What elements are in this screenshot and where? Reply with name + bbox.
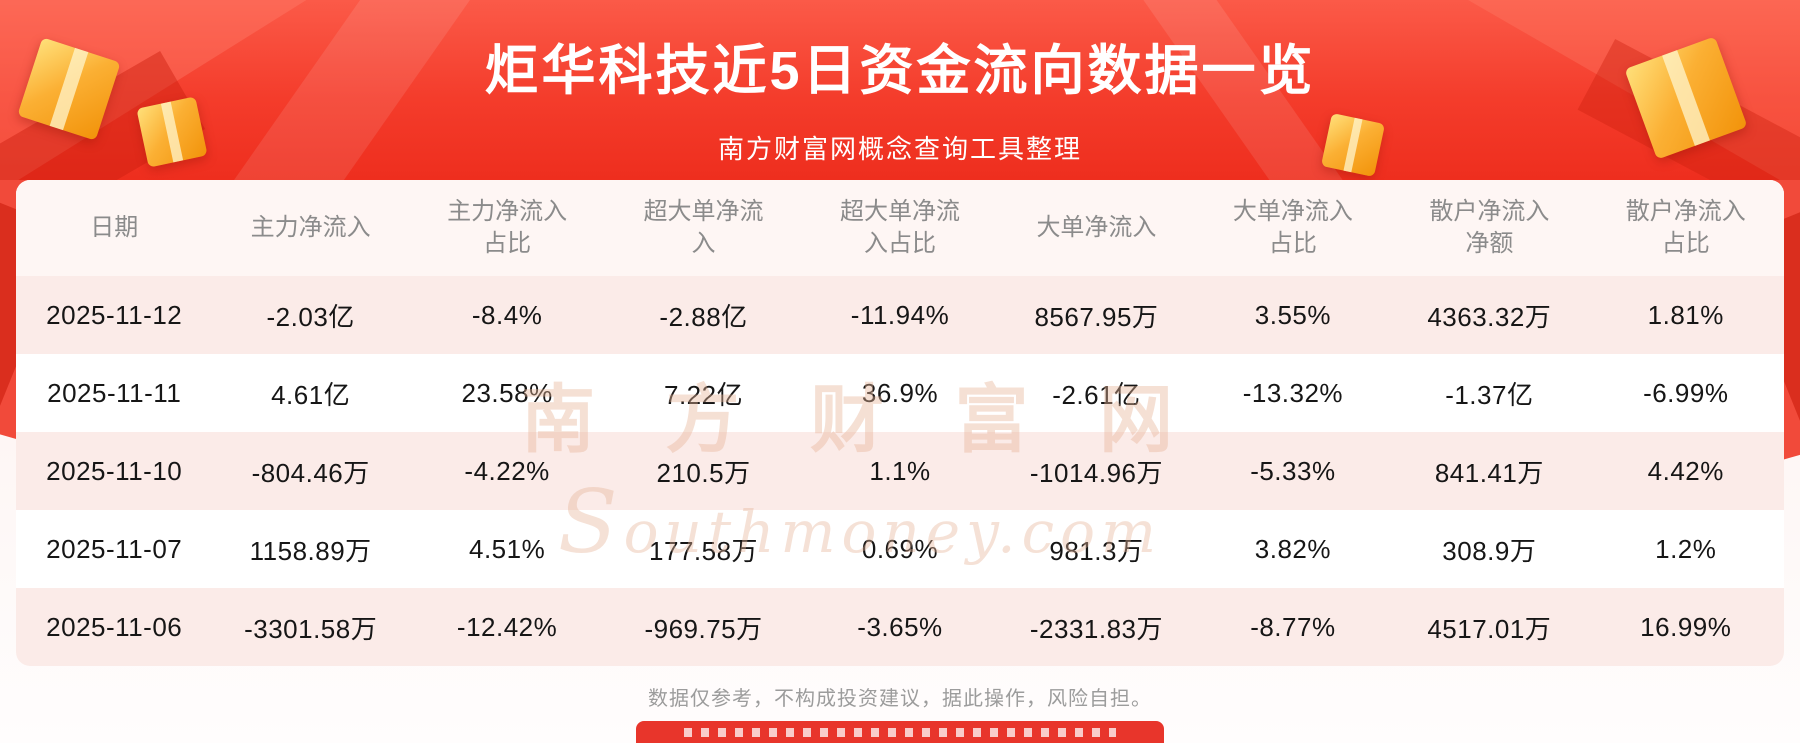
page-title: 炬华科技近5日资金流向数据一览 [484,41,1316,101]
table-cell: -2.61亿 [1052,379,1141,410]
table-cell: 981.3万 [1049,535,1144,566]
table-cell: 308.9万 [1442,535,1537,566]
table-header-row: 日期 主力净流入 主力净流入 占比 超大单净流 入 超大单净流 入占比 大单净流… [16,180,1784,276]
table-cell: 210.5万 [656,457,751,488]
table-row: 2025-11-12 -2.03亿 -8.4% -2.88亿 -11.94% 8… [16,276,1784,354]
header-banner: 炬华科技近5日资金流向数据一览 南方财富网概念查询工具整理 [0,0,1800,180]
table-cell: 2025-11-10 [46,455,183,486]
table-cell: 1.81% [1647,299,1724,330]
table-cell: 4.42% [1647,455,1724,486]
table-cell: 841.41万 [1434,457,1544,488]
table-cell: 3.55% [1254,299,1331,330]
table-cell: -1.37亿 [1445,379,1534,410]
table-cell: -2.03亿 [266,301,355,332]
column-header-large-order-ratio: 大单净流入 占比 [1232,197,1353,257]
table-cell: 2025-11-12 [46,299,183,330]
table-cell: 4517.01万 [1427,613,1552,644]
table-cell: 4.51% [468,533,546,564]
table-cell: -2.88亿 [659,301,748,332]
footer: 数据仅参考，不构成投资建议，据此操作，风险自担。 [0,682,1800,711]
table-cell: 177.58万 [649,535,759,566]
table-cell: -11.94% [850,299,950,330]
table-row: 2025-11-07 1158.89万 4.51% 177.58万 0.69% … [16,510,1784,588]
table-cell: 4.61亿 [271,379,351,410]
bottom-banner-decoration [636,721,1164,743]
table-cell: -5.33% [1250,455,1336,486]
table-cell: -8.77% [1250,611,1336,642]
table-cell: -804.46万 [251,457,370,488]
table-cell: -969.75万 [644,613,763,644]
table-cell: 2025-11-11 [47,377,182,408]
table-cell: 2025-11-06 [46,611,183,642]
table-cell: -4.22% [464,455,550,486]
table-cell: 23.58% [461,377,553,408]
table-cell: -3301.58万 [244,613,378,644]
table-cell: 36.9% [861,377,939,408]
table-cell: -2331.83万 [1029,613,1164,644]
column-header-date: 日期 [90,213,139,241]
column-header-retail-net-ratio: 散户净流入 占比 [1625,197,1746,257]
column-header-retail-net-inflow: 散户净流入 净额 [1429,197,1550,257]
table-cell: 8567.95万 [1034,301,1159,332]
table-row: 2025-11-11 4.61亿 23.58% 7.22亿 36.9% -2.6… [16,354,1784,432]
table-cell: 16.99% [1640,611,1732,642]
table-cell: 0.69% [861,533,939,564]
column-header-xl-order-ratio: 超大单净流 入占比 [839,197,960,257]
table-row: 2025-11-10 -804.46万 -4.22% 210.5万 1.1% -… [16,432,1784,510]
disclaimer-text: 数据仅参考，不构成投资建议，据此操作，风险自担。 [648,688,1152,710]
table-cell: -13.32% [1242,377,1344,408]
table-cell: 2025-11-07 [46,533,183,564]
table-cell: 1.1% [869,455,931,486]
table-row: 2025-11-06 -3301.58万 -12.42% -969.75万 -3… [16,588,1784,666]
table-cell: -1014.96万 [1029,457,1164,488]
column-header-main-net-ratio: 主力净流入 占比 [447,197,568,257]
table-cell: 1.2% [1655,533,1717,564]
table-cell: 4363.32万 [1427,301,1552,332]
table-cell: 7.22亿 [663,379,744,410]
page-subtitle: 南方财富网概念查询工具整理 [717,134,1082,164]
fund-flow-table: 日期 主力净流入 主力净流入 占比 超大单净流 入 超大单净流 入占比 大单净流… [16,180,1784,666]
column-header-main-net-inflow: 主力净流入 [250,213,371,241]
table-cell: 1158.89万 [249,535,372,566]
table-cell: -6.99% [1643,377,1729,408]
table-cell: -8.4% [471,299,543,330]
table-cell: 3.82% [1254,533,1331,564]
column-header-large-order-inflow: 大单净流入 [1036,213,1157,241]
table-cell: -3.65% [857,611,943,642]
table-cell: -12.42% [456,611,558,642]
column-header-xl-order-inflow: 超大单净流 入 [643,197,764,257]
